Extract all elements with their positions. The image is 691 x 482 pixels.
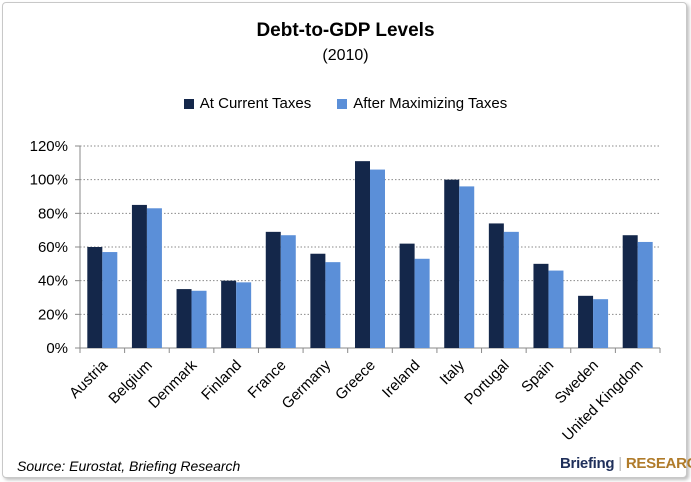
chart-subtitle: (2010) [322, 47, 369, 64]
briefing-research-logo: Briefing|RESEARCH [560, 455, 691, 472]
y-tick-label: 60% [38, 239, 68, 256]
bar-maximized [593, 299, 609, 348]
bar-maximized [370, 169, 385, 348]
y-tick-label: 100% [30, 172, 68, 189]
bar-current [221, 280, 237, 348]
bar-current [578, 295, 594, 348]
bar-maximized [548, 270, 564, 348]
y-tick-label: 40% [38, 273, 68, 290]
bar-maximized [280, 235, 296, 348]
logo-research: RESEARCH [625, 455, 691, 472]
bar-maximized [325, 262, 341, 348]
x-category-label: United Kingdom [559, 357, 646, 444]
bar-maximized [236, 282, 252, 348]
x-category-label: Finland [198, 357, 245, 404]
x-category-label: Portugal [461, 357, 513, 409]
bar-current [533, 263, 549, 348]
chart-legend: At Current Taxes After Maximizing Taxes [0, 95, 691, 112]
x-category-label: Italy [437, 356, 469, 388]
legend-label-maximized: After Maximizing Taxes [353, 95, 508, 112]
bar-current [131, 204, 147, 348]
bar-current [176, 289, 192, 348]
bar-current [488, 223, 504, 348]
bar-maximized [191, 290, 207, 348]
bar-maximized [637, 241, 653, 348]
x-category-label: Spain [518, 357, 557, 396]
logo-separator: | [618, 455, 622, 472]
bar-maximized [459, 186, 475, 348]
logo-briefing: Briefing [560, 455, 615, 472]
y-tick-label: 80% [38, 205, 68, 222]
x-category-label: Greece [332, 357, 379, 404]
bar-maximized [102, 252, 118, 348]
bar-current [355, 161, 370, 348]
bar-current [265, 231, 281, 348]
bar-current [87, 247, 103, 348]
y-tick-label: 0% [46, 340, 68, 357]
bar-current [310, 253, 326, 348]
legend-label-current: At Current Taxes [199, 95, 312, 112]
bar-current [399, 243, 415, 348]
y-tick-label: 120% [30, 138, 68, 155]
bar-current [622, 235, 638, 348]
legend-swatch-maximized [337, 98, 348, 109]
x-category-label: Germany [279, 356, 335, 412]
bar-current [444, 179, 460, 348]
legend-entry-maximized: After Maximizing Taxes [337, 95, 507, 112]
source-note: Source: Eurostat, Briefing Research [17, 458, 241, 474]
x-category-label: Ireland [379, 357, 423, 401]
bar-maximized [503, 231, 519, 348]
bar-maximized [414, 258, 430, 348]
chart-frame [2, 2, 687, 478]
legend-swatch-current [183, 98, 194, 109]
chart-title: Debt-to-GDP Levels [256, 20, 435, 41]
legend-entry-current: At Current Taxes [183, 95, 312, 112]
x-category-label: Denmark [145, 356, 200, 411]
bar-maximized [146, 208, 162, 348]
y-tick-label: 20% [38, 306, 68, 323]
